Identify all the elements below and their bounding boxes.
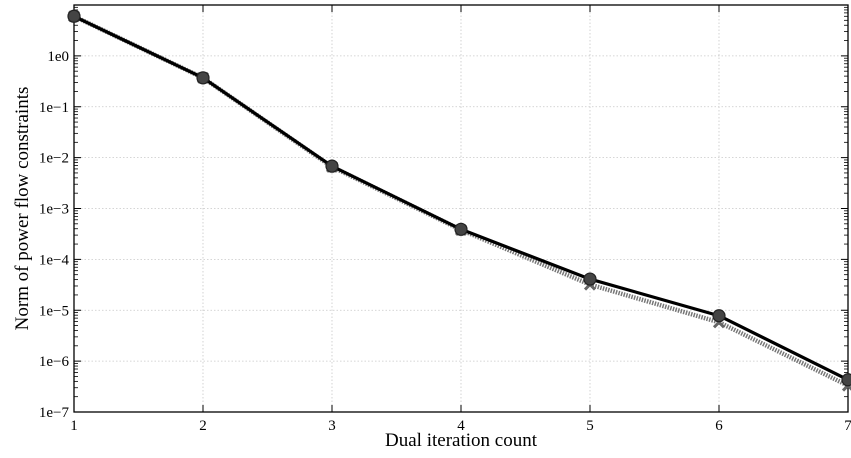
- x-tick-label: 6: [715, 418, 723, 434]
- data-point-circle: [583, 272, 597, 286]
- x-tick-label: 5: [586, 418, 594, 434]
- x-tick-label: 1: [70, 418, 78, 434]
- data-point-circle: [67, 9, 81, 23]
- series-lines: [67, 9, 851, 392]
- y-tick-label: 1e−5: [39, 303, 69, 319]
- y-tick-label: 1e−6: [39, 354, 70, 370]
- tick-labels: 1 2 3 4 5 6 7 1e−7 1e−6 1e−5 1e−4 1e−3 1e−2 1e−1 1e0: [39, 49, 851, 434]
- data-point-circle: [325, 159, 339, 173]
- data-point-circle: [712, 309, 726, 323]
- y-axis-label: Norm of power flow constraints: [12, 87, 33, 331]
- y-tick-label: 1e0: [47, 49, 69, 65]
- y-tick-label: 1e−1: [39, 100, 69, 116]
- x-tick-label: 7: [844, 418, 851, 434]
- grid-lines: [74, 5, 848, 412]
- data-point-circle: [841, 373, 851, 387]
- y-tick-label: 1e−4: [39, 252, 70, 268]
- data-point-circle: [454, 222, 468, 236]
- x-tick-label: 3: [328, 418, 336, 434]
- y-tick-label: 1e−2: [39, 151, 69, 167]
- tick-marks: [73, 5, 849, 413]
- data-point-circle: [196, 71, 210, 85]
- x-tick-label: 4: [457, 418, 465, 434]
- y-tick-label: 1e−3: [39, 202, 69, 218]
- x-tick-label: 2: [199, 418, 207, 434]
- y-tick-label: 1e−7: [39, 405, 70, 421]
- x-axis-label: Dual iteration count: [385, 430, 538, 451]
